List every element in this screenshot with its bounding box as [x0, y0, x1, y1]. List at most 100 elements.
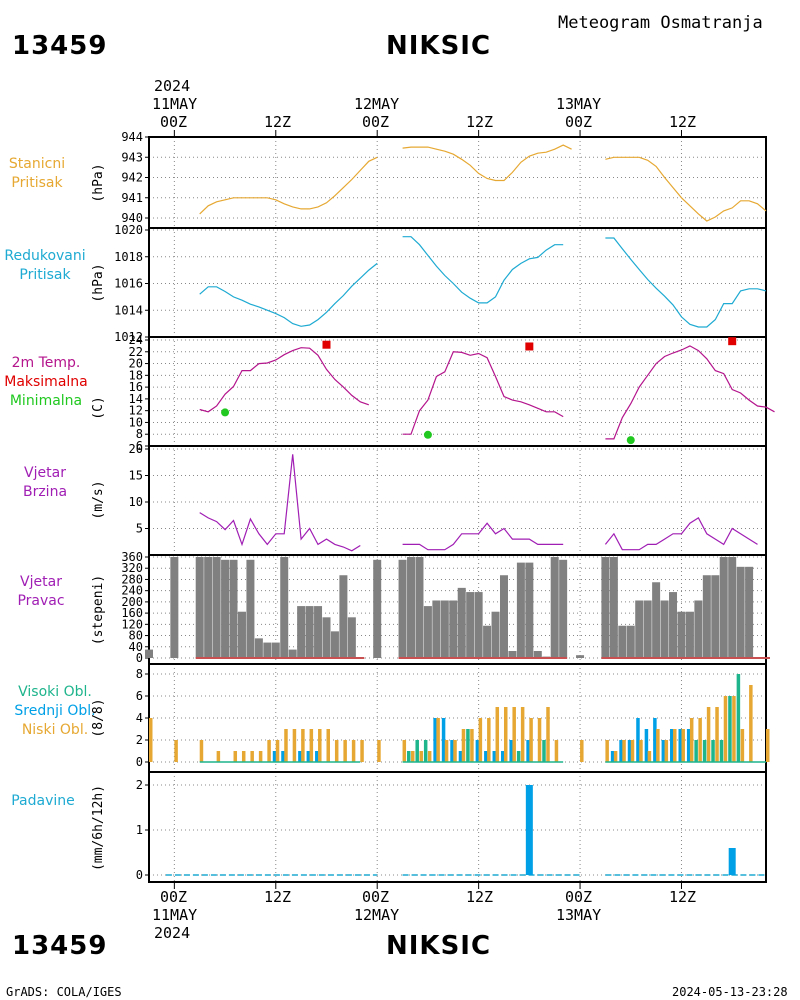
- high-cloud-bar: [711, 740, 715, 762]
- low-cloud-bar: [250, 751, 254, 762]
- min-temp-marker: [626, 436, 635, 445]
- high-cloud-bar: [407, 751, 411, 762]
- wind-direction-bar: [466, 592, 475, 658]
- reduced-pressure-line: [402, 236, 564, 304]
- bottom-year-label: 2024: [154, 924, 191, 942]
- min-temp-marker: [221, 408, 230, 417]
- temperature-line: [199, 347, 369, 413]
- low-cloud-bar: [630, 740, 635, 762]
- high-cloud-bar: [423, 740, 428, 762]
- unit-label: (C): [91, 396, 106, 419]
- label-line: Minimalna: [9, 393, 83, 409]
- low-cloud-bar: [706, 707, 711, 762]
- wind-direction-bar: [195, 557, 204, 658]
- y-tick-label: 22: [129, 345, 143, 359]
- wind-direction-bar: [221, 559, 230, 658]
- wind-direction-bar: [305, 606, 314, 658]
- wind-direction-bar: [297, 606, 306, 658]
- high-cloud-bar: [542, 740, 546, 762]
- mid-cloud-bar: [492, 751, 497, 762]
- low-cloud-bar: [689, 718, 694, 762]
- wind-direction-bar: [643, 600, 652, 658]
- low-cloud-bar: [453, 740, 457, 762]
- wind-direction-bar: [525, 562, 534, 658]
- label-line: Pravac: [17, 593, 65, 609]
- y-tick-label: 8: [136, 427, 143, 441]
- high-cloud-bar: [516, 751, 521, 762]
- low-cloud-bar: [301, 729, 305, 762]
- y-tick-label: 1020: [114, 223, 143, 237]
- low-cloud-bar: [343, 740, 347, 762]
- low-cloud-bar: [673, 729, 677, 762]
- low-cloud-bar: [537, 718, 542, 762]
- label-clouds: Visoki Obl. Srednji Obl. Niski Obl.: [0, 683, 115, 740]
- bottom-tick-label: 00Z: [362, 888, 390, 906]
- wind-direction-bar: [685, 611, 694, 658]
- high-cloud-bar: [466, 729, 470, 762]
- low-cloud-bar: [360, 740, 364, 762]
- wind-direction-bar: [719, 557, 728, 658]
- low-cloud-bar: [503, 707, 508, 762]
- precip-bar: [525, 785, 533, 875]
- low-cloud-bar: [275, 740, 280, 762]
- footer-software: GrADS: COLA/IGES: [6, 985, 122, 999]
- wind-direction-bar: [576, 655, 585, 658]
- wind-direction-bar: [550, 557, 559, 658]
- unit-label: (hPa): [91, 163, 106, 202]
- low-cloud-bar: [664, 740, 669, 762]
- high-cloud-bar: [702, 740, 707, 762]
- temperature-line: [605, 345, 775, 440]
- y-tick-label: 5: [136, 522, 143, 536]
- low-cloud-bar: [461, 729, 466, 762]
- y-tick-label: 940: [121, 211, 143, 225]
- y-tick-label: 8: [136, 667, 143, 681]
- low-cloud-bar: [749, 685, 753, 762]
- label-line: Pritisak: [19, 267, 71, 283]
- top-tick-label: 12Z: [264, 113, 292, 131]
- wind-direction-bar: [339, 575, 348, 658]
- mid-cloud-bar: [653, 718, 657, 762]
- low-cloud-bar: [580, 740, 584, 762]
- wind-direction-bar: [314, 606, 323, 658]
- low-cloud-bar: [512, 707, 516, 762]
- low-cloud-bar: [174, 740, 178, 762]
- mid-cloud-bar: [678, 729, 682, 762]
- wind-direction-bar: [483, 625, 492, 658]
- label-line: Maksimalna: [4, 374, 88, 390]
- mid-cloud-bar: [661, 740, 666, 762]
- max-temp-marker: [322, 340, 331, 349]
- wind-direction-bar: [322, 617, 331, 658]
- wind-direction-bar: [373, 559, 382, 658]
- y-tick-label: 1: [136, 823, 143, 837]
- y-tick-label: 160: [121, 606, 143, 620]
- wind-direction-bar: [474, 592, 483, 658]
- y-tick-label: 40: [129, 640, 143, 654]
- wind-direction-bar: [423, 606, 432, 658]
- low-cloud-bar: [495, 707, 500, 762]
- low-cloud-bar: [647, 751, 652, 762]
- y-tick-label: 20: [129, 442, 143, 456]
- bottom-day-label-12may: 12MAY: [354, 906, 400, 924]
- label-line: Vjetar: [24, 465, 66, 481]
- wind-direction-bar: [745, 566, 754, 658]
- y-tick-label: 2: [136, 778, 143, 792]
- y-tick-label: 280: [121, 572, 143, 586]
- low-cloud-bar: [233, 751, 238, 762]
- low-cloud-bar: [258, 751, 263, 762]
- footer-station-id: 13459: [12, 931, 108, 961]
- wind-direction-bar: [635, 600, 644, 658]
- station-id: 13459: [12, 31, 108, 61]
- top-day-label-13may: 13MAY: [556, 95, 602, 113]
- low-cloud-bar: [732, 696, 736, 762]
- low-cloud-bar: [546, 707, 550, 762]
- wind-direction-bar: [618, 625, 627, 658]
- top-tick-label: 00Z: [362, 113, 390, 131]
- low-cloud-bar: [656, 729, 660, 762]
- y-tick-label: 944: [121, 130, 143, 144]
- low-cloud-bar: [419, 751, 423, 762]
- y-tick-label: 240: [121, 584, 143, 598]
- wind-direction-bar: [508, 650, 517, 658]
- top-tick-label: 00Z: [160, 113, 188, 131]
- wind-direction-bar: [237, 611, 246, 658]
